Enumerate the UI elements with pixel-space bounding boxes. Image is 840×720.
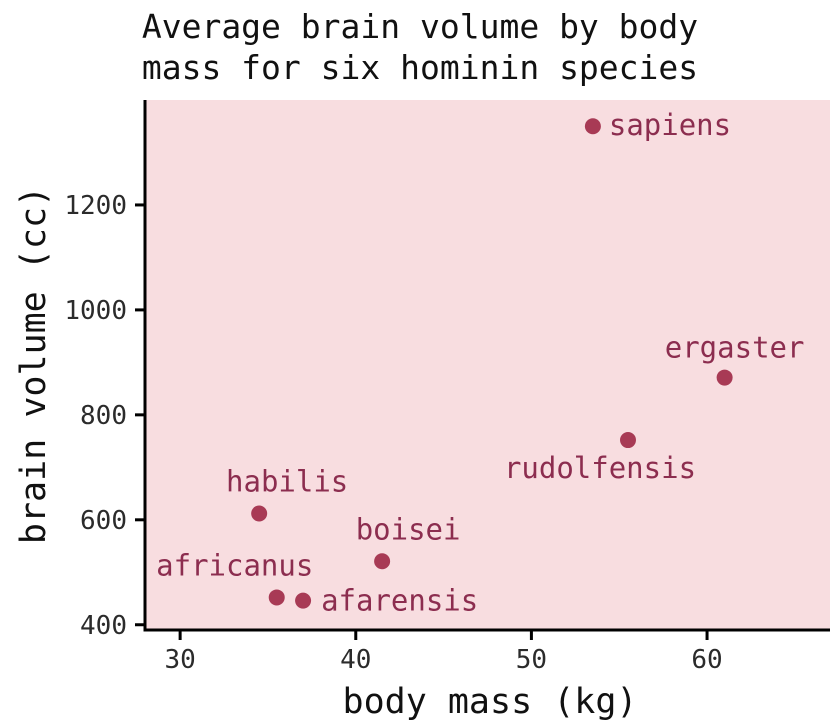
plot-background [145, 100, 830, 630]
y-tick-label: 800 [80, 401, 127, 431]
y-tick-label: 600 [80, 506, 127, 536]
y-axis-label: brain volume (cc) [14, 185, 54, 545]
y-tick-label: 1000 [64, 296, 127, 326]
x-axis-label: body mass (kg) [342, 682, 638, 720]
point-label-sapiens: sapiens [609, 108, 731, 142]
data-point-boisei [374, 553, 391, 570]
point-label-boisei: boisei [356, 512, 461, 546]
data-point-rudolfensis [620, 432, 637, 449]
y-tick-label: 400 [80, 611, 127, 641]
point-label-africanus: africanus [156, 548, 313, 582]
x-tick-label: 30 [164, 645, 195, 675]
point-label-habilis: habilis [226, 465, 348, 499]
x-tick-label: 50 [516, 645, 547, 675]
data-point-ergaster [716, 369, 733, 386]
y-tick-label: 1200 [64, 191, 127, 221]
chart-title: Average brain volume by body mass for six… [0, 6, 840, 88]
x-tick-label: 40 [340, 645, 371, 675]
chart-title-line1: Average brain volume by body [141, 7, 699, 46]
chart-title-line2: mass for six hominin species [141, 48, 699, 87]
data-point-sapiens [584, 118, 601, 135]
x-tick-label: 60 [691, 645, 722, 675]
point-label-rudolfensis: rudolfensis [504, 451, 696, 485]
point-label-afarensis: afarensis [321, 584, 478, 618]
data-point-afarensis [295, 592, 312, 609]
data-point-africanus [268, 589, 285, 606]
point-label-ergaster: ergaster [665, 331, 805, 365]
data-point-habilis [251, 505, 268, 522]
